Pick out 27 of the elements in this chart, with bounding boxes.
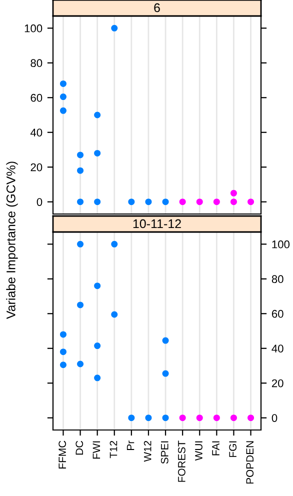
x-tick-label: T12 xyxy=(110,440,118,458)
y-tick-label: 100 xyxy=(24,24,42,32)
y-tick-label: 20 xyxy=(272,379,284,388)
y-tick-label: 40 xyxy=(272,344,284,353)
x-tick-label: W12 xyxy=(144,440,152,462)
x-tick-label: SPEI xyxy=(160,441,168,464)
chart-title: 10-11-12 xyxy=(133,219,181,228)
x-tick-label: WUI xyxy=(195,441,202,461)
y-tick-label: 100 xyxy=(272,240,290,248)
x-tick-label: FOREST xyxy=(178,440,186,482)
y-axis-title: Variabe Importance (GCV%) xyxy=(6,162,18,320)
y-tick-label: 0 xyxy=(36,198,42,206)
chart-title: 6 xyxy=(154,3,160,12)
y-tick-label: 20 xyxy=(30,163,42,172)
y-tick-label: 80 xyxy=(272,275,284,284)
y-tick-label: 80 xyxy=(30,59,42,68)
x-tick-label: Pr xyxy=(126,440,134,450)
y-tick-label: 0 xyxy=(272,414,278,422)
x-tick-label: FFMC xyxy=(58,440,66,468)
x-tick-label: FAI xyxy=(212,441,220,456)
x-tick-label: POPDEN xyxy=(246,441,254,484)
y-tick-label: 60 xyxy=(30,94,42,102)
y-tick-label: 60 xyxy=(272,310,284,318)
x-tick-label: FGI xyxy=(229,441,237,457)
y-tick-label: 40 xyxy=(30,128,42,137)
x-tick-label: FWI xyxy=(92,441,100,459)
x-tick-label: DC xyxy=(76,440,84,455)
